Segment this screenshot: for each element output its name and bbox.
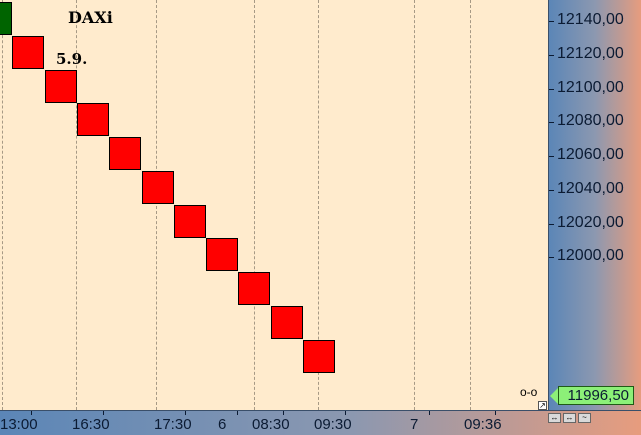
vertical-grid-line	[470, 0, 471, 410]
y-tick-label: 12120,00	[557, 44, 624, 62]
y-tick-label: 12080,00	[557, 112, 624, 130]
chart-plot-area[interactable]: DAXi 5.9.	[0, 0, 548, 410]
y-tick	[549, 122, 554, 124]
renko-brick-down	[141, 170, 174, 204]
y-tick-label: 12100,00	[557, 78, 624, 96]
corner-resize-icon[interactable]: ↗	[538, 401, 547, 410]
price-axis[interactable]: 12140,00 12120,00 12100,00 12080,00 12060,00…	[548, 0, 641, 410]
x-tick-label: 17:30	[154, 416, 192, 433]
x-tick	[31, 411, 32, 415]
price-marker-icon[interactable]: o-o	[520, 385, 538, 399]
scroll-left-icon[interactable]: ↔	[548, 413, 561, 423]
renko-brick-down	[303, 339, 335, 373]
vertical-grid-line	[318, 0, 319, 410]
x-tick	[283, 411, 284, 415]
x-tick-label: 13:00	[0, 416, 38, 433]
x-tick-label: 09:36	[464, 416, 502, 433]
y-tick-label: 12060,00	[557, 146, 624, 163]
y-tick	[549, 156, 554, 157]
y-tick	[549, 54, 554, 56]
scroll-controls: ↔ ↔ ~	[548, 413, 591, 423]
renko-brick-down	[109, 137, 142, 171]
vertical-grid-line	[254, 0, 255, 410]
vertical-grid-line	[414, 0, 415, 410]
y-tick	[549, 88, 554, 90]
vertical-grid-line	[76, 0, 77, 410]
renko-brick-down	[270, 305, 303, 339]
renko-brick-down	[44, 69, 77, 103]
y-tick-label: 12140,00	[557, 11, 624, 28]
x-tick-label: 16:30	[72, 416, 110, 433]
renko-brick-down	[173, 204, 206, 238]
x-tick-label: 08:30	[252, 416, 290, 433]
renko-brick-down	[206, 238, 239, 272]
y-tick	[549, 257, 554, 259]
last-price-pointer	[550, 387, 559, 405]
x-tick	[345, 411, 346, 415]
x-tick	[429, 411, 430, 415]
x-tick	[237, 411, 238, 415]
x-tick	[495, 411, 496, 415]
scroll-fit-icon[interactable]: ↔	[563, 413, 576, 423]
x-tick	[185, 411, 186, 415]
y-tick-label: 12000,00	[557, 247, 624, 265]
renko-brick-down	[238, 272, 271, 306]
x-tick-label: 7	[410, 416, 419, 433]
x-tick-label: 09:30	[314, 416, 352, 433]
y-tick	[549, 21, 554, 22]
renko-brick-up	[0, 2, 12, 36]
y-tick-label: 12040,00	[557, 179, 624, 197]
x-tick	[103, 411, 104, 415]
vertical-grid-line	[2, 0, 3, 410]
y-tick-label: 12020,00	[557, 213, 624, 231]
renko-brick-down	[76, 103, 109, 137]
last-price-badge: 11996,50	[558, 386, 634, 405]
vertical-grid-line	[156, 0, 157, 410]
y-tick	[549, 223, 554, 225]
scroll-chart-icon[interactable]: ~	[578, 413, 591, 423]
renko-brick-down	[12, 35, 45, 69]
x-tick-label: 6	[218, 416, 227, 433]
chart-title: DAXi	[68, 8, 113, 27]
time-axis[interactable]: 13:00 16:30 17:30 6 08:30 09:30 7 09:36	[0, 410, 641, 435]
y-tick	[549, 189, 554, 191]
date-annotation: 5.9.	[56, 50, 88, 68]
